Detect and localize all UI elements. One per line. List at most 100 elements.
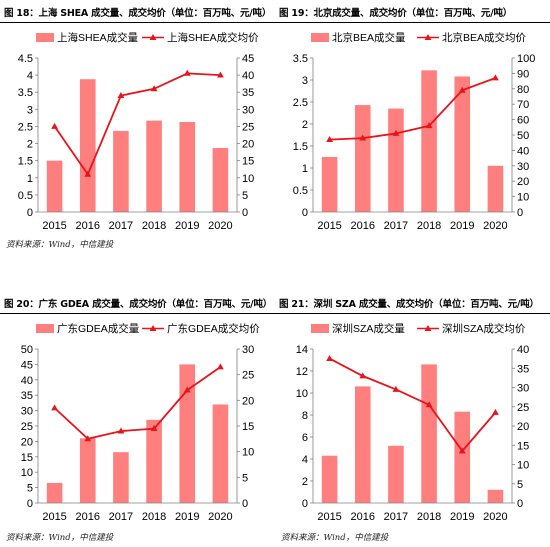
y-tick-label-left: 2 — [27, 139, 33, 151]
y-tick-label-left: 25 — [21, 421, 33, 433]
line-point — [217, 363, 224, 370]
figure-title: 图 19：北京成交量、成交均价（单位：百万吨、元/吨） — [279, 8, 513, 19]
y-tick-label-left: 0.5 — [18, 190, 33, 202]
legend-label: 广东GDEA成交均价 — [167, 322, 260, 335]
source-note: 资料来源：Wind，中信建投 — [6, 240, 114, 250]
line-point — [425, 401, 433, 408]
legend-label: 上海SHEA成交均价 — [167, 31, 259, 44]
y-tick-label-left: 0 — [302, 498, 308, 510]
y-tick-label-right: 10 — [517, 460, 529, 472]
y-tick-label-right: 30 — [517, 161, 529, 173]
line-point — [392, 385, 400, 392]
line-point — [150, 85, 158, 92]
y-tick-label-left: 40 — [21, 375, 33, 387]
chart-shanghai: 上海SHEA成交量 上海SHEA成交均价 0 0.5 1 1.5 2 2.5 3 3.5 4 4.5 0… — [18, 31, 259, 232]
chart-panel-guangdong: 图 20：广东 GDEA 成交量、成交均价（单位：百万吨、元/吨） 广东GDEA… — [0, 273, 275, 546]
legend-label: 北京BEA成交量 — [332, 31, 406, 44]
y-tick-label-right: 10 — [242, 447, 254, 459]
chart-beijing: 北京BEA成交量 北京BEA成交均价 0 0.5 1 1.5 2 2.5 3 3.5 0 10 20 30… — [293, 31, 536, 232]
y-tick-label-right: 20 — [242, 139, 254, 151]
y-tick-label-left: 1 — [302, 163, 308, 175]
y-tick-label-left: 20 — [21, 436, 33, 448]
bar — [113, 452, 129, 503]
legend-swatch-bar — [311, 33, 329, 42]
line-point — [183, 386, 191, 393]
y-tick-label-left: 14 — [296, 344, 308, 356]
series-line — [53, 366, 221, 440]
x-tick-label: 2017 — [384, 220, 408, 232]
x-tick-label: 2020 — [483, 511, 507, 523]
y-tick-label-left: 0 — [27, 498, 33, 510]
source-note: 资料来源：Wind，中信建投 — [6, 533, 114, 543]
bar — [146, 419, 162, 503]
x-tick-label: 2015 — [317, 511, 341, 523]
y-tick-label-left: 8 — [302, 410, 308, 422]
y-tick-label-left: 4.5 — [18, 53, 33, 65]
x-tick-label: 2016 — [351, 220, 375, 232]
bar — [79, 79, 96, 212]
bar — [421, 364, 437, 503]
x-tick-label: 2018 — [417, 511, 441, 523]
line-point — [359, 372, 367, 379]
x-tick-label: 2017 — [384, 511, 408, 523]
bar — [212, 404, 229, 503]
y-tick-label-left: 15 — [21, 452, 33, 464]
title-rule — [0, 22, 275, 23]
y-tick-label-left: 1 — [27, 173, 33, 185]
y-tick-label-left: 35 — [21, 390, 33, 402]
chart-panel-shenzhen: 图 21：深圳 SZA 成交量、成交均价（单位：百万吨、元/吨） 深圳SZA成交… — [275, 273, 550, 546]
chart-panel-beijing: 图 19：北京成交量、成交均价（单位：百万吨、元/吨） 北京BEA成交量 北京BE… — [275, 0, 550, 273]
y-tick-label-right: 50 — [517, 130, 529, 142]
line-point — [492, 74, 499, 81]
y-tick-label-right: 25 — [242, 121, 254, 133]
y-tick-label-left: 2.5 — [293, 97, 308, 109]
y-tick-label-left: 5 — [27, 483, 33, 495]
x-tick-label: 2019 — [175, 220, 199, 232]
x-tick-label: 2020 — [483, 220, 507, 232]
series-line — [53, 72, 221, 177]
x-tick-label: 2016 — [351, 511, 375, 523]
legend-marker — [424, 34, 432, 40]
line-point — [359, 134, 367, 141]
y-tick-label-right: 15 — [242, 421, 254, 433]
legend-label: 北京BEA成交均价 — [442, 31, 527, 44]
y-tick-label-right: 90 — [517, 68, 529, 80]
y-tick-label-left: 3 — [302, 75, 308, 87]
y-tick-label-left: 1.5 — [18, 156, 33, 168]
y-tick-label-right: 100 — [517, 53, 535, 65]
y-tick-label-left: 12 — [296, 366, 308, 378]
line-point — [425, 122, 433, 129]
x-tick-label: 2019 — [450, 220, 474, 232]
y-tick-label-right: 30 — [242, 344, 254, 356]
x-tick-label: 2018 — [142, 220, 166, 232]
legend-marker — [149, 34, 157, 40]
y-tick-label-right: 40 — [517, 145, 529, 157]
x-tick-label: 2015 — [42, 220, 66, 232]
bar — [354, 105, 371, 212]
bar — [179, 121, 196, 212]
figure-title: 图 21：深圳 SZA 成交量、成交均价（单位：百万吨、元/吨） — [279, 299, 539, 310]
y-tick-label-left: 45 — [21, 359, 33, 371]
title-rule — [275, 313, 550, 314]
y-tick-label-left: 3 — [27, 104, 33, 116]
bar — [46, 482, 63, 503]
bar — [321, 157, 338, 212]
bar — [487, 165, 504, 212]
x-tick-label: 2019 — [450, 511, 474, 523]
bar — [388, 108, 404, 212]
y-tick-label-right: 15 — [242, 156, 254, 168]
y-tick-label-right: 15 — [517, 440, 529, 452]
y-tick-label-right: 5 — [517, 479, 523, 491]
y-tick-label-right: 30 — [242, 104, 254, 116]
legend-label: 深圳SZA成交量 — [332, 322, 405, 335]
bar — [113, 130, 129, 212]
y-tick-label-left: 50 — [21, 344, 33, 356]
x-tick-label: 2018 — [142, 511, 166, 523]
y-tick-label-right: 35 — [242, 87, 254, 99]
y-tick-label-left: 3.5 — [293, 53, 308, 65]
line-point — [51, 122, 58, 129]
bar — [79, 438, 96, 503]
x-tick-label: 2016 — [76, 220, 100, 232]
line-point — [183, 69, 191, 76]
y-tick-label-left: 10 — [21, 467, 33, 479]
